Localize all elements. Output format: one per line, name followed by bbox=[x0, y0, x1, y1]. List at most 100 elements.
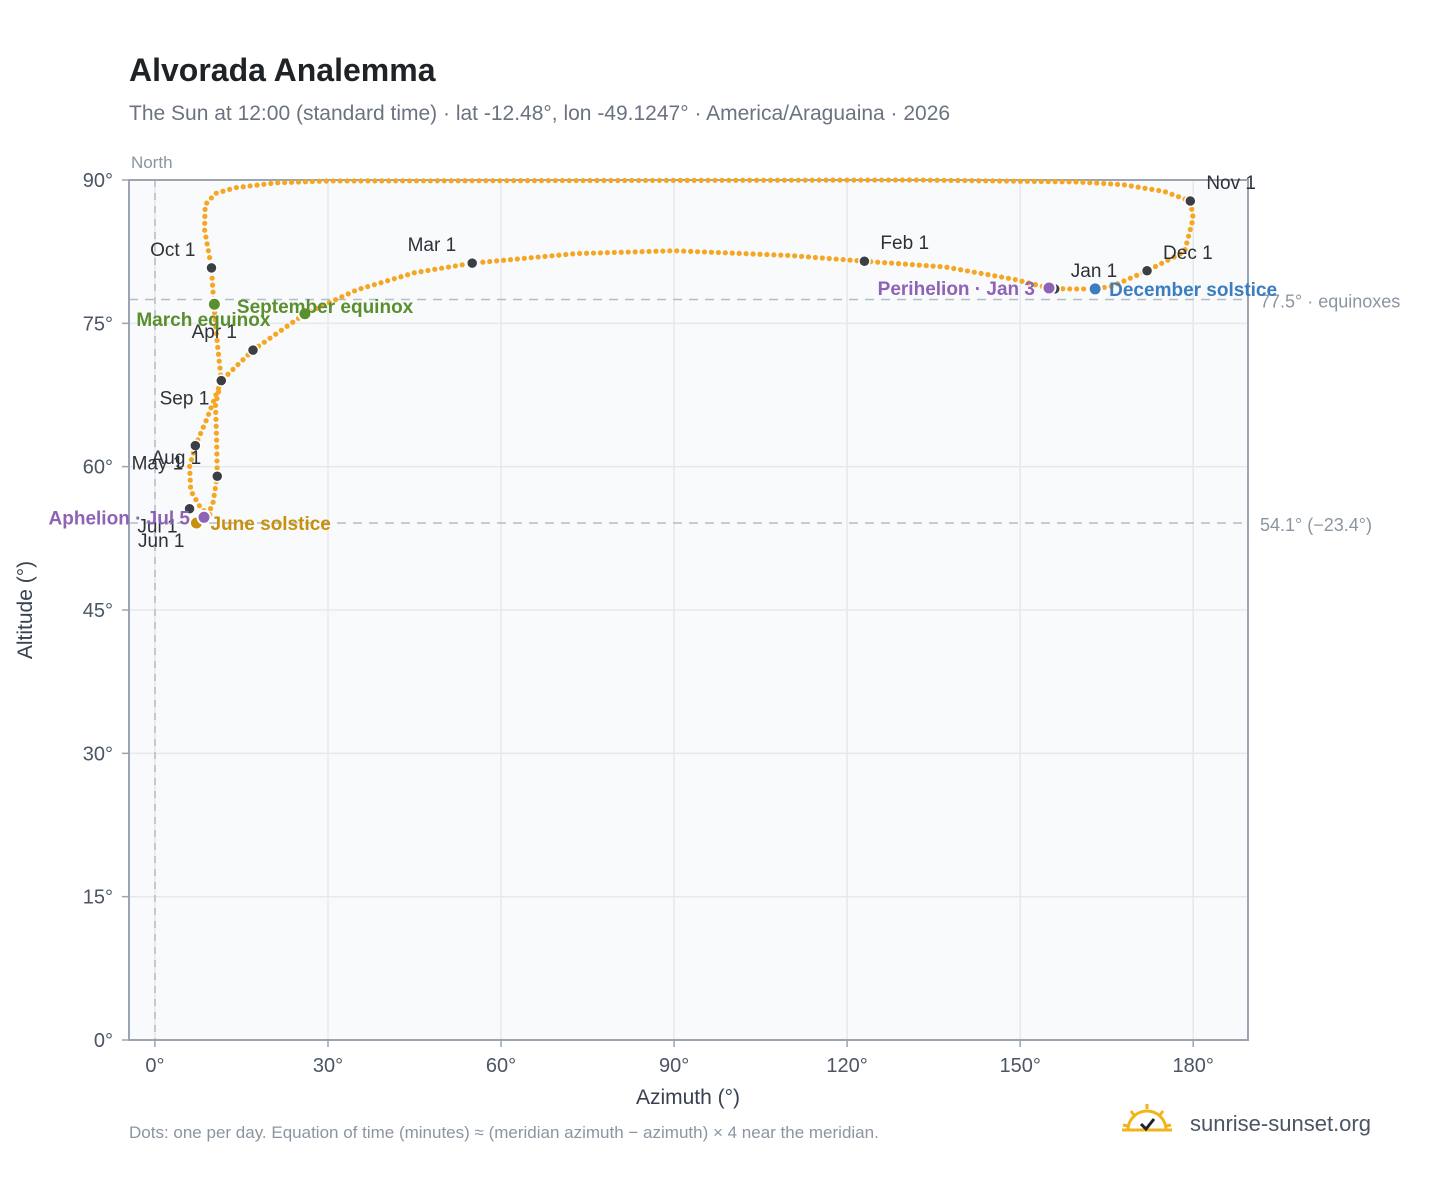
day-dot bbox=[1019, 278, 1025, 284]
day-dot bbox=[944, 264, 950, 270]
day-dot bbox=[189, 491, 196, 497]
day-dot bbox=[439, 265, 445, 271]
day-dot bbox=[309, 178, 315, 185]
day-dot bbox=[432, 266, 438, 272]
day-dot bbox=[688, 248, 694, 254]
day-dot bbox=[197, 430, 204, 437]
day-dot bbox=[1142, 185, 1148, 191]
day-dot bbox=[282, 179, 288, 186]
day-dot bbox=[212, 402, 219, 409]
day-dot bbox=[507, 257, 514, 263]
day-dot bbox=[204, 200, 210, 206]
day-dot bbox=[556, 252, 562, 258]
day-dot bbox=[1121, 278, 1127, 284]
day-dot bbox=[978, 270, 984, 277]
day-dot bbox=[196, 503, 202, 509]
month-marker-label: Aug 1 bbox=[152, 448, 202, 469]
day-dot bbox=[1032, 282, 1039, 288]
x-tick-label: 30° bbox=[313, 1055, 343, 1077]
day-dot bbox=[261, 181, 267, 187]
day-dot bbox=[618, 249, 624, 255]
day-dot bbox=[865, 177, 871, 183]
event-label: March equinox bbox=[136, 310, 271, 331]
day-dot bbox=[802, 177, 808, 183]
day-dot bbox=[788, 177, 794, 183]
day-dot bbox=[1101, 180, 1107, 187]
day-dot bbox=[930, 263, 936, 269]
day-dot bbox=[214, 451, 220, 457]
day-dot bbox=[202, 227, 208, 233]
day-dot bbox=[677, 177, 683, 183]
y-tick-label: 60° bbox=[83, 457, 113, 479]
day-dot bbox=[684, 177, 690, 183]
reference-line-label: 54.1° (−23.4°) bbox=[1260, 515, 1372, 535]
day-dot bbox=[833, 256, 839, 262]
y-tick-label: 15° bbox=[83, 887, 113, 909]
day-dot bbox=[330, 178, 336, 184]
day-dot bbox=[882, 260, 888, 266]
day-dot bbox=[216, 358, 222, 364]
event-marker bbox=[1041, 280, 1057, 296]
day-dot bbox=[210, 499, 216, 505]
day-dot bbox=[215, 344, 221, 350]
day-dot bbox=[378, 280, 384, 286]
day-dot bbox=[202, 213, 208, 219]
x-tick-label: 60° bbox=[486, 1055, 516, 1077]
day-dot bbox=[521, 255, 527, 261]
day-dot bbox=[487, 258, 493, 265]
day-dot bbox=[1026, 280, 1032, 286]
day-dot bbox=[577, 250, 583, 257]
day-dot bbox=[559, 177, 565, 184]
axis-ticks: 0° 30° 60° 90° 120° 150° 180° 0° 15° 30° 45° 60° 75°… bbox=[83, 170, 1214, 1077]
day-dot bbox=[826, 255, 832, 262]
day-dot bbox=[681, 248, 687, 254]
day-dot bbox=[712, 177, 718, 183]
day-dot bbox=[1182, 247, 1188, 253]
day-dot bbox=[594, 177, 600, 184]
day-dot bbox=[535, 254, 541, 260]
day-dot bbox=[208, 405, 214, 411]
month-marker-label: Nov 1 bbox=[1206, 173, 1256, 194]
day-dot bbox=[798, 253, 805, 260]
day-dot bbox=[642, 177, 649, 184]
day-dot bbox=[892, 177, 899, 183]
day-dot bbox=[823, 177, 829, 183]
month-marker-label: May 1 bbox=[132, 454, 184, 475]
day-dot bbox=[212, 485, 218, 492]
day-dot bbox=[205, 248, 211, 254]
day-dot bbox=[459, 262, 465, 268]
day-dot bbox=[411, 270, 417, 276]
day-dot bbox=[188, 457, 195, 463]
day-dot bbox=[1165, 257, 1171, 263]
day-dot bbox=[999, 274, 1005, 280]
day-dot bbox=[504, 178, 510, 184]
day-dot bbox=[646, 248, 652, 255]
day-dot bbox=[1159, 260, 1165, 266]
day-dot bbox=[268, 180, 274, 187]
day-dot bbox=[649, 177, 656, 184]
day-dot bbox=[872, 177, 878, 183]
day-dot bbox=[213, 190, 219, 196]
day-dot bbox=[885, 177, 892, 183]
day-dot bbox=[639, 249, 645, 255]
day-dot bbox=[611, 249, 617, 256]
day-dot bbox=[778, 252, 784, 258]
day-dot bbox=[1190, 213, 1196, 219]
day-dot bbox=[632, 249, 638, 255]
day-dot bbox=[750, 251, 756, 257]
day-dot bbox=[1067, 286, 1073, 292]
day-dot bbox=[1187, 226, 1193, 233]
event-label: Aphelion · Jul 5 bbox=[49, 508, 191, 529]
month-marker bbox=[1140, 264, 1154, 278]
day-dot bbox=[844, 177, 850, 183]
day-dot bbox=[792, 253, 798, 259]
day-dot bbox=[206, 411, 212, 417]
day-dot bbox=[809, 177, 815, 183]
day-dot bbox=[1177, 251, 1183, 257]
day-dot bbox=[441, 178, 447, 184]
x-tick-label: 0° bbox=[145, 1055, 164, 1077]
day-dot bbox=[261, 339, 267, 345]
day-dot bbox=[204, 241, 210, 247]
